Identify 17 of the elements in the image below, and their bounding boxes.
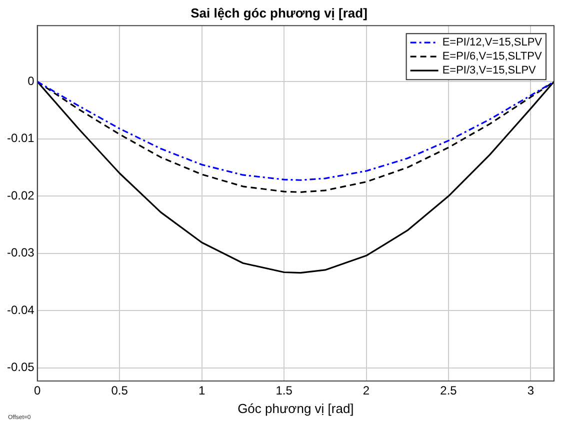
x-tick-label: 2.5 — [440, 384, 458, 398]
legend-label: E=PI/3,V=15,SLPV — [442, 64, 537, 77]
y-tick-label: -0.03 — [6, 246, 35, 260]
x-tick-label: 1 — [198, 384, 206, 398]
y-tick-label: -0.01 — [6, 131, 35, 146]
chart-title: Sai lệch góc phương vị [rad] — [190, 5, 368, 20]
x-tick-label: 3 — [527, 384, 534, 398]
legend-label: E=PI/6,V=15,SLTPV — [442, 50, 542, 63]
y-tick-label: 0 — [28, 74, 35, 88]
y-tick-label: -0.02 — [6, 188, 35, 202]
y-tick-label: -0.05 — [6, 360, 35, 374]
x-tick-label: 1.5 — [276, 384, 293, 398]
y-tick-label: -0.04 — [6, 302, 35, 317]
x-axis-title: Góc phương vị [rad] — [238, 400, 354, 416]
legend-label: E=PI/12,V=15,SLPV — [442, 36, 543, 49]
x-tick-label: 2 — [362, 384, 370, 398]
x-tick-label: 0.5 — [111, 384, 128, 398]
